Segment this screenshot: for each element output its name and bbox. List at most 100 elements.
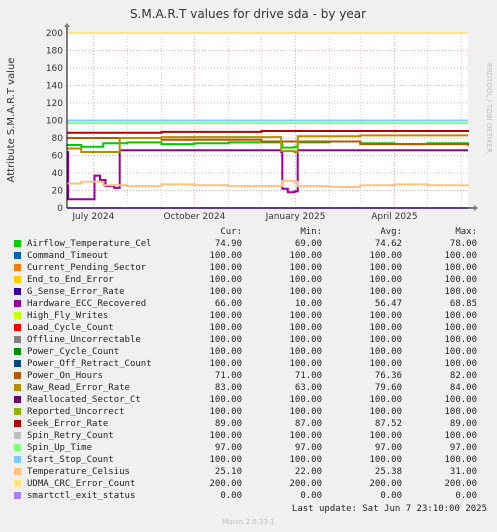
legend-series-name: End_to_End_Error: [27, 275, 114, 285]
legend-series-name: Spin_Up_Time: [27, 443, 93, 453]
legend-swatch: [14, 468, 21, 475]
legend-max-value: 89.00: [449, 419, 477, 429]
legend-swatch: [14, 312, 21, 319]
legend-row: Start_Stop_Count 100.00 100.00 100.00 100.00: [0, 454, 497, 466]
legend-cur-value: 100.00: [209, 359, 242, 369]
legend-max-value: 82.00: [449, 371, 477, 381]
legend-avg-value: 74.62: [374, 239, 402, 249]
series-line-temperature-celsius: [67, 179, 469, 188]
legend-row: Airflow_Temperature_Cel 74.90 69.00 74.62 78…: [0, 238, 497, 250]
legend-min-value: 100.00: [289, 251, 322, 261]
legend-min-value: 100.00: [289, 431, 322, 441]
legend-swatch: [14, 324, 21, 331]
legend-avg-value: 87.52: [374, 419, 402, 429]
y-axis-label: Attribute S.M.A.R.T value: [6, 58, 17, 183]
legend-swatch: [14, 264, 21, 271]
legend-max-value: 100.00: [444, 407, 477, 417]
legend-row: UDMA_CRC_Error_Count 200.00 200.00 200.00 20…: [0, 478, 497, 490]
y-tick-labels: 0 20 40 60 80 100 120 140 160 180 200: [46, 29, 63, 214]
legend-cur-value: 89.00: [214, 419, 242, 429]
legend-header-cur: Cur:: [220, 227, 242, 237]
legend-max-value: 100.00: [444, 395, 477, 405]
legend-series-name: Current_Pending_Sector: [27, 263, 147, 273]
legend-swatch: [14, 240, 21, 247]
legend-cur-value: 100.00: [209, 287, 242, 297]
legend-row: Load_Cycle_Count 100.00 100.00 100.00 100.00: [0, 322, 497, 334]
legend-series-name: Power_On_Hours: [27, 371, 103, 381]
legend-max-value: 100.00: [444, 263, 477, 273]
legend-cur-value: 100.00: [209, 395, 242, 405]
legend-min-value: 100.00: [289, 347, 322, 357]
legend-swatch: [14, 408, 21, 415]
legend-min-value: 100.00: [289, 455, 322, 465]
munin-version: Munin 2.0.33-1: [222, 518, 275, 526]
legend-row: Current_Pending_Sector 100.00 100.00 100.00…: [0, 262, 497, 274]
legend-max-value: 68.85: [449, 299, 477, 309]
legend-avg-value: 100.00: [369, 359, 402, 369]
legend-cur-value: 74.90: [214, 239, 242, 249]
legend-series-name: Reallocated_Sector_Ct: [27, 395, 141, 405]
legend-avg-value: 100.00: [369, 263, 402, 273]
legend-max-value: 84.00: [449, 383, 477, 393]
legend-cur-value: 100.00: [209, 407, 242, 417]
legend-swatch: [14, 480, 21, 487]
legend-swatch: [14, 372, 21, 379]
x-tick-label: October 2024: [164, 212, 226, 222]
y-axis-arrow: [64, 23, 70, 27]
legend-avg-value: 100.00: [369, 431, 402, 441]
legend-max-value: 78.00: [449, 239, 477, 249]
y-tick-label: 140: [46, 82, 63, 92]
legend-row: Spin_Retry_Count 100.00 100.00 100.00 100.00: [0, 430, 497, 442]
legend-row: Reallocated_Sector_Ct 100.00 100.00 100.00 1…: [0, 394, 497, 406]
legend-avg-value: 200.00: [369, 479, 402, 489]
legend-series-name: Airflow_Temperature_Cel: [27, 239, 152, 249]
legend-cur-value: 200.00: [209, 479, 242, 489]
legend-row: Spin_Up_Time 97.00 97.00 97.00 97.00: [0, 442, 497, 454]
legend-avg-value: 100.00: [369, 347, 402, 357]
y-tick-label: 120: [46, 99, 63, 109]
legend-swatch: [14, 276, 21, 283]
series-line-seek-error-rate: [67, 130, 469, 134]
legend-series-name: Power_Cycle_Count: [27, 347, 120, 357]
legend-series-name: Spin_Retry_Count: [27, 431, 114, 441]
legend-header-avg: Avg:: [380, 227, 402, 237]
legend-cur-value: 25.10: [214, 467, 242, 477]
legend-avg-value: 76.36: [374, 371, 402, 381]
legend-row: Hardware_ECC_Recovered 66.00 10.00 56.47 68.…: [0, 298, 497, 310]
legend-avg-value: 100.00: [369, 251, 402, 261]
legend-swatch: [14, 336, 21, 343]
legend-cur-value: 100.00: [209, 263, 242, 273]
legend-min-value: 97.00: [294, 443, 322, 453]
legend-cur-value: 100.00: [209, 275, 242, 285]
legend-max-value: 100.00: [444, 251, 477, 261]
y-tick-label: 200: [46, 29, 63, 39]
legend-avg-value: 100.00: [369, 455, 402, 465]
legend-max-value: 100.00: [444, 311, 477, 321]
legend-series-name: Seek_Error_Rate: [27, 419, 109, 429]
legend-min-value: 0.00: [300, 491, 322, 501]
legend-cur-value: 83.00: [214, 383, 242, 393]
last-update: Last update: Sat Jun 7 23:10:00 2025: [291, 504, 487, 514]
legend-row: Command_Timeout 100.00 100.00 100.00 100.00: [0, 250, 497, 262]
legend-max-value: 100.00: [444, 275, 477, 285]
legend-swatch: [14, 420, 21, 427]
legend-cur-value: 100.00: [209, 347, 242, 357]
legend-max-value: 100.00: [444, 323, 477, 333]
y-tick-label: 20: [52, 187, 64, 197]
legend-min-value: 100.00: [289, 323, 322, 333]
y-tick-label: 100: [46, 117, 63, 127]
legend-min-value: 71.00: [294, 371, 322, 381]
legend-max-value: 200.00: [444, 479, 477, 489]
y-tick-label: 80: [52, 134, 64, 144]
legend-swatch: [14, 360, 21, 367]
legend-avg-value: 100.00: [369, 335, 402, 345]
legend-avg-value: 56.47: [374, 299, 402, 309]
legend-avg-value: 100.00: [369, 311, 402, 321]
legend-swatch: [14, 300, 21, 307]
legend-row: High_Fly_Writes 100.00 100.00 100.00 100.00: [0, 310, 497, 322]
legend-max-value: 31.00: [449, 467, 477, 477]
legend-max-value: 100.00: [444, 347, 477, 357]
legend-min-value: 100.00: [289, 263, 322, 273]
y-tick-label: 40: [52, 169, 64, 179]
legend-cur-value: 100.00: [209, 311, 242, 321]
